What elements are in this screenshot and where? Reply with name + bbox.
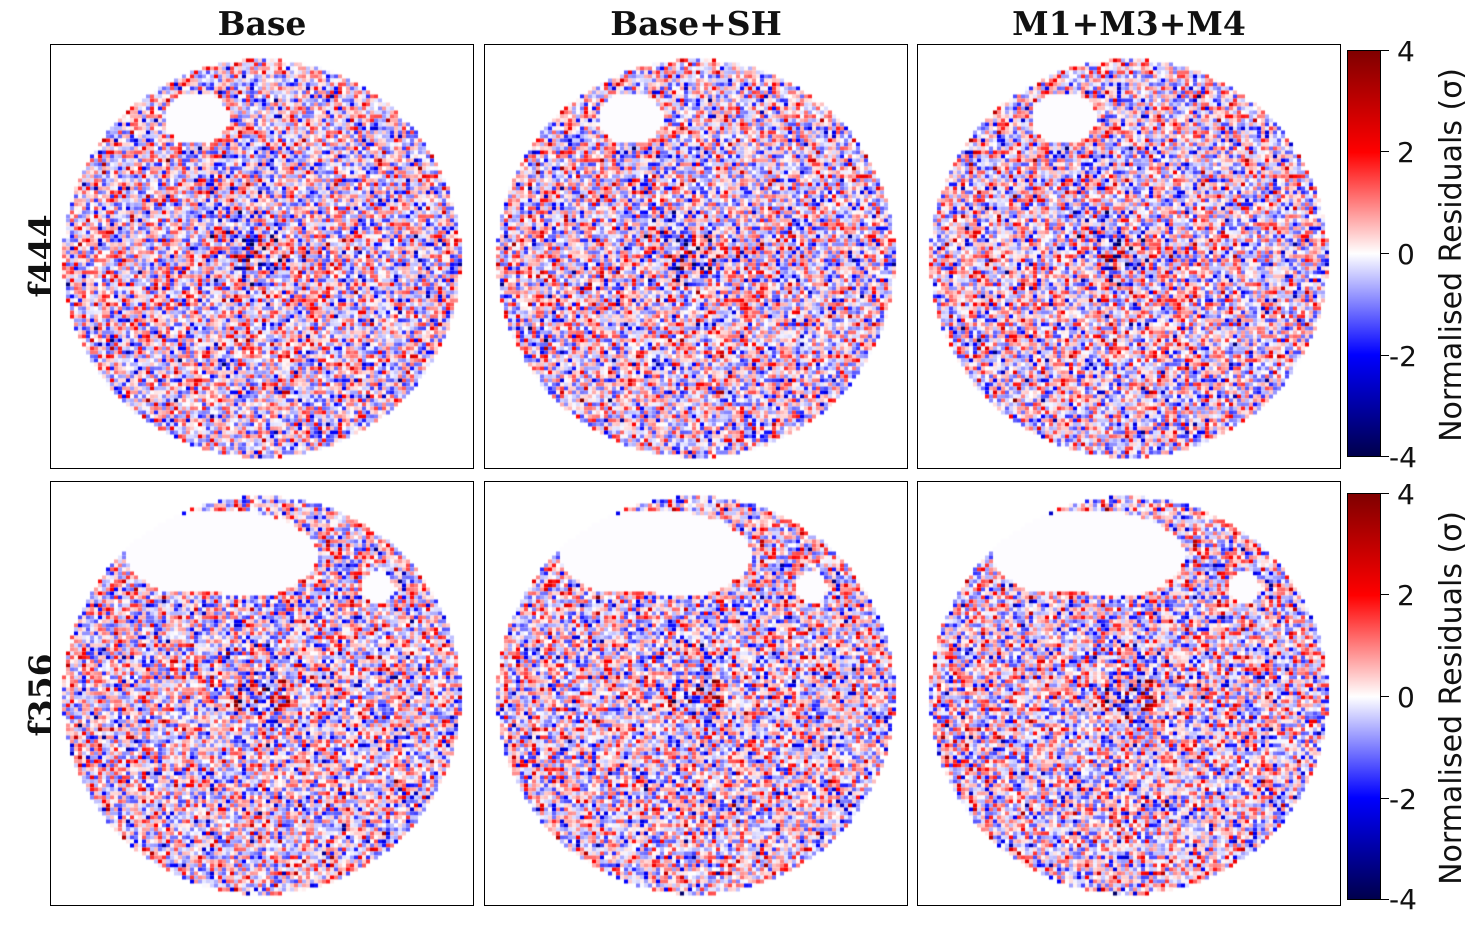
residual-map-f356-base <box>51 482 473 905</box>
colorbar-bottom-tick-neg2 <box>1381 798 1389 799</box>
colorbar-top-label-neg2: -2 <box>1389 340 1417 373</box>
colorbar-bottom-label-0: 0 <box>1397 681 1415 714</box>
colorbar-top <box>1347 50 1381 457</box>
row-label-f356: f356 <box>0 653 61 736</box>
panel-f356-base <box>50 481 474 906</box>
colorbar-bottom-tick-neg4 <box>1381 899 1389 900</box>
colorbar-bottom-title: Normalised Residuals (σ) <box>1434 511 1469 885</box>
colorbar-bottom-tick-4 <box>1381 493 1389 494</box>
colorbar-top-tick-neg4 <box>1381 456 1389 457</box>
colorbar-bottom-tick-2 <box>1381 594 1389 595</box>
colorbar-bottom-tick-0 <box>1381 696 1389 697</box>
colorbar-top-title: Normalised Residuals (σ) <box>1434 68 1469 442</box>
residual-map-f356-m1-m3-m4 <box>918 482 1340 905</box>
colorbar-bottom-label-neg4: -4 <box>1389 883 1417 916</box>
colorbar-bottom-label-2: 2 <box>1397 579 1415 612</box>
colorbar-top-tick-2 <box>1381 151 1389 152</box>
colorbar-top-label-2: 2 <box>1397 136 1415 169</box>
panel-f444-base <box>50 44 474 469</box>
colorbar-top-tick-neg2 <box>1381 355 1389 356</box>
colorbar-top-label-neg4: -4 <box>1389 441 1417 474</box>
panel-f444-base-sh <box>484 44 908 469</box>
panel-f356-base-sh <box>484 481 908 906</box>
colorbar-bottom-label-4: 4 <box>1397 478 1415 511</box>
residual-map-f356-base-sh <box>485 482 907 905</box>
residual-map-f444-m1-m3-m4 <box>918 45 1340 468</box>
colorbar-bottom-label-neg2: -2 <box>1389 783 1417 816</box>
panel-f444-m1-m3-m4 <box>917 44 1341 469</box>
column-title-m1-m3-m4: M1+M3+M4 <box>1012 4 1246 43</box>
column-title-base-sh: Base+SH <box>610 4 782 43</box>
panel-f356-m1-m3-m4 <box>917 481 1341 906</box>
column-title-base: Base <box>217 4 307 43</box>
colorbar-top-tick-0 <box>1381 253 1389 254</box>
colorbar-top-tick-4 <box>1381 50 1389 51</box>
residual-map-f444-base-sh <box>485 45 907 468</box>
colorbar-top-label-0: 0 <box>1397 238 1415 271</box>
row-label-f444: f444 <box>0 214 61 297</box>
colorbar-bottom <box>1347 493 1381 900</box>
residual-map-f444-base <box>51 45 473 468</box>
colorbar-top-label-4: 4 <box>1397 35 1415 68</box>
